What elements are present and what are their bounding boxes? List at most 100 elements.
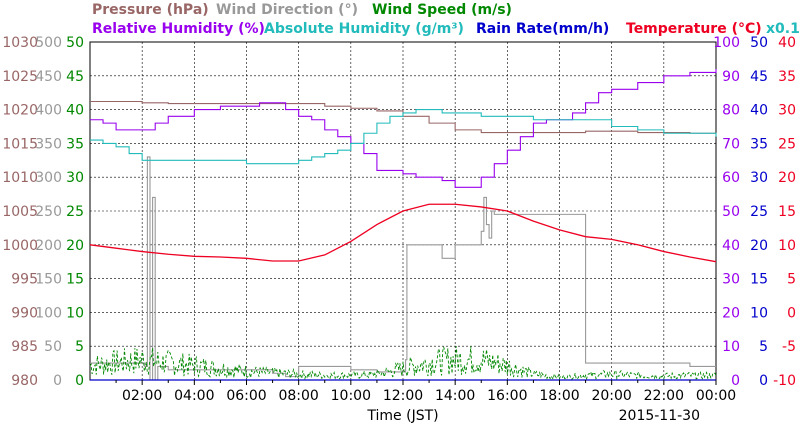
- data-point: [129, 153, 130, 154]
- data-point: [402, 210, 403, 211]
- data-point: [324, 254, 325, 255]
- data-point: [611, 239, 612, 240]
- data-point: [611, 363, 612, 364]
- x-axis: 02:00 04:00 06:00 08:00 10:00 12:00 14:00 16:00…: [115, 380, 736, 404]
- data-point: [637, 244, 638, 245]
- x-tick-label: 22:00: [644, 388, 684, 404]
- data-point: [152, 197, 153, 198]
- data-point: [462, 187, 463, 188]
- x-tick-label: 18:00: [539, 388, 579, 404]
- y-tick-label-humidity: 50: [722, 204, 740, 220]
- data-point: [481, 231, 482, 232]
- y-tick-label-temperature: 30: [778, 103, 796, 119]
- data-point: [115, 129, 116, 130]
- data-point: [259, 102, 260, 103]
- data-point: [559, 229, 560, 230]
- data-point: [89, 119, 90, 120]
- data-point: [611, 126, 612, 127]
- y-tick-label-wind-direction: 100: [35, 305, 62, 321]
- y-tick-label-humidity: 90: [722, 69, 740, 85]
- data-point: [663, 251, 664, 252]
- data-point: [402, 173, 403, 174]
- data-point: [491, 210, 492, 211]
- data-point: [637, 82, 638, 83]
- data-point: [298, 116, 299, 117]
- data-point: [637, 363, 638, 364]
- data-point: [507, 214, 508, 215]
- data-point: [715, 366, 716, 367]
- data-point: [376, 170, 377, 171]
- data-point: [298, 373, 299, 374]
- y-tick-label-temperature: 10: [778, 238, 796, 254]
- y-tick-label-wind-speed: 45: [66, 69, 84, 85]
- data-point: [363, 153, 364, 154]
- y-tick-label-wind-speed: 25: [66, 204, 84, 220]
- x-tick-label: 20:00: [591, 388, 631, 404]
- data-point: [311, 156, 312, 157]
- data-point: [246, 258, 247, 259]
- data-point: [598, 363, 599, 364]
- legend-item: Temperature (°C): [626, 21, 762, 37]
- data-point: [442, 112, 443, 113]
- data-point: [488, 237, 489, 238]
- y-tick-label-temperature: -10: [773, 373, 796, 389]
- y-tick-label-wind-speed: 15: [66, 272, 84, 288]
- data-point: [285, 109, 286, 110]
- data-point: [102, 123, 103, 124]
- data-point: [337, 136, 338, 137]
- data-point: [220, 106, 221, 107]
- data-point: [272, 163, 273, 164]
- x-tick-label: 10:00: [331, 388, 371, 404]
- data-point: [298, 103, 299, 104]
- data-point: [507, 132, 508, 133]
- data-point: [663, 375, 664, 376]
- x-tick-label: 06:00: [226, 388, 266, 404]
- data-point: [442, 180, 443, 181]
- data-point: [89, 139, 90, 140]
- data-point: [376, 373, 377, 374]
- data-point: [402, 366, 403, 367]
- series-temperature-c: [89, 203, 717, 263]
- y-tick-label-wind-speed: 10: [66, 305, 84, 321]
- y-tick-label-rain-rate: 45: [750, 69, 768, 85]
- y-axes: 9809859909951000100510101015102010251030…: [2, 35, 796, 389]
- y-tick-label-wind-direction: 350: [35, 136, 62, 152]
- data-point: [376, 110, 377, 111]
- data-point: [428, 177, 429, 178]
- y-tick-label-wind-direction: 50: [44, 339, 62, 355]
- data-point: [533, 119, 534, 120]
- data-point: [89, 363, 90, 364]
- data-point: [428, 109, 429, 110]
- data-point: [428, 204, 429, 205]
- data-point: [194, 256, 195, 257]
- grid-lines: [90, 42, 716, 380]
- legend-item: x0.1: [766, 21, 800, 37]
- data-point: [481, 116, 482, 117]
- y-tick-label-pressure: 1000: [2, 238, 38, 254]
- data-point: [147, 156, 148, 157]
- data-point: [220, 160, 221, 161]
- data-point: [415, 109, 416, 110]
- data-point: [572, 112, 573, 113]
- data-point: [637, 374, 638, 375]
- data-point: [455, 244, 456, 245]
- data-point: [298, 366, 299, 367]
- y-tick-label-temperature: 40: [778, 35, 796, 51]
- series-relative-humidity: [90, 69, 717, 188]
- data-point: [415, 177, 416, 178]
- data-point: [363, 133, 364, 134]
- y-tick-label-humidity: 70: [722, 136, 740, 152]
- x-tick-label: 04:00: [174, 388, 214, 404]
- data-point: [246, 106, 247, 107]
- data-point: [272, 260, 273, 261]
- data-point: [611, 373, 612, 374]
- y-tick-label-pressure: 1015: [2, 136, 38, 152]
- y-tick-label-wind-direction: 200: [35, 238, 62, 254]
- legend-item: Pressure (hPa): [92, 2, 209, 18]
- y-tick-label-temperature: 0: [787, 305, 796, 321]
- data-point: [483, 197, 484, 198]
- chart-date: 2015-11-30: [619, 408, 700, 424]
- y-tick-label-pressure: 1010: [2, 170, 38, 186]
- y-tick-label-wind-direction: 500: [35, 35, 62, 51]
- y-tick-label-wind-speed: 40: [66, 103, 84, 119]
